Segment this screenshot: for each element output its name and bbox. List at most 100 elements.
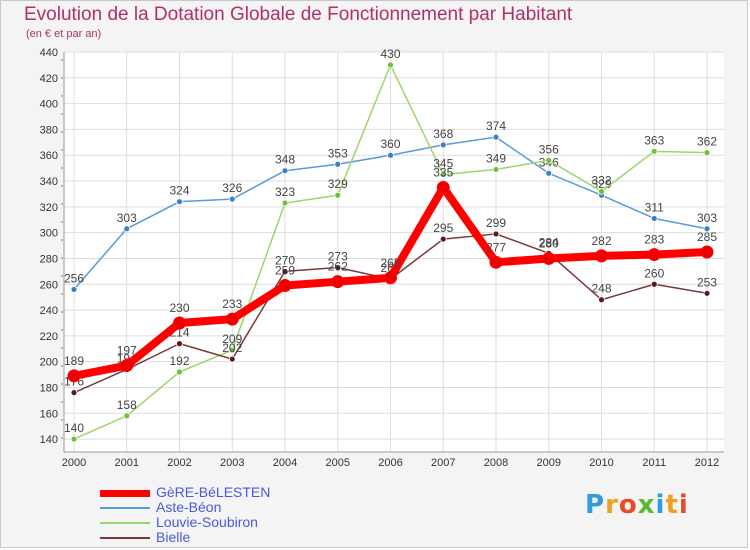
- x-tick-label-2008: 2008: [484, 457, 508, 469]
- data-label-s1-2007: 345: [433, 157, 453, 171]
- y-tick-label-160: 160: [40, 408, 58, 420]
- data-point-s0-2001: [123, 225, 131, 233]
- data-point-s2-2012: [703, 289, 711, 297]
- data-point-s1-2009: [545, 156, 553, 164]
- data-point-s3-2002: [173, 316, 186, 330]
- data-label-s0-2008: 374: [486, 119, 506, 133]
- data-label-s3-2003: 233: [222, 297, 242, 311]
- data-label-s2-2012: 253: [697, 275, 717, 289]
- legend-label-bielle: Bielle: [156, 529, 191, 545]
- data-label-s3-2004: 259: [275, 264, 295, 278]
- data-point-s0-2002: [176, 198, 183, 206]
- data-point-s3-2004: [278, 279, 292, 293]
- x-tick-label-2003: 2003: [220, 457, 244, 469]
- x-tick-label-2010: 2010: [589, 457, 613, 469]
- data-point-s2-2008: [492, 230, 500, 238]
- data-point-s0-2012: [703, 225, 711, 233]
- data-point-s2-2005: [334, 264, 342, 271]
- data-label-s3-2008: 277: [486, 240, 506, 254]
- x-tick-label-2005: 2005: [326, 457, 350, 469]
- data-point-s3-2005: [331, 275, 345, 289]
- data-label-s0-2004: 348: [275, 153, 295, 167]
- data-point-s0-2009: [545, 169, 553, 177]
- data-point-s3-2008: [489, 255, 503, 269]
- logo-letter: P: [585, 490, 606, 520]
- data-point-s2-2004: [281, 267, 289, 275]
- y-tick-label-440: 440: [40, 47, 58, 59]
- legend-label-gere-belesten: GèRE-BéLESTEN: [156, 484, 271, 500]
- data-point-s0-2006: [387, 151, 394, 159]
- data-point-s1-2003: [228, 346, 236, 354]
- y-tick-label-200: 200: [40, 357, 58, 369]
- y-tick-label-360: 360: [40, 150, 58, 162]
- y-tick-label-300: 300: [40, 228, 58, 240]
- legend-label-louvie-soubiron: Louvie-Soubiron: [156, 514, 258, 530]
- legend-swatch-bielle: [100, 537, 150, 539]
- x-tick-label-2006: 2006: [378, 457, 402, 469]
- data-point-s1-2010: [598, 187, 605, 195]
- data-point-s2-2011: [650, 280, 658, 288]
- data-label-s1-2002: 192: [169, 354, 189, 368]
- data-label-s0-2011: 311: [645, 200, 664, 214]
- data-label-s3-2006: 265: [380, 256, 400, 270]
- logo-letter: r: [605, 490, 619, 520]
- data-label-s2-2005: 273: [328, 249, 348, 263]
- data-label-s0-2006: 360: [380, 137, 400, 151]
- data-label-s0-2000: 256: [64, 271, 84, 285]
- data-label-s3-2011: 283: [644, 233, 664, 247]
- data-point-s2-2007: [439, 235, 447, 243]
- data-label-s3-2012: 285: [697, 230, 717, 244]
- data-point-s1-2000: [70, 435, 78, 443]
- logo-letter: t: [665, 490, 679, 520]
- data-point-s1-2006: [387, 61, 394, 69]
- chart-title: Evolution de la Dotation Globale de Fonc…: [24, 4, 573, 25]
- y-tick-label-220: 220: [40, 331, 58, 343]
- data-point-s3-2007: [436, 180, 450, 194]
- data-label-s3-2005: 262: [328, 260, 348, 274]
- data-point-s1-2005: [334, 191, 342, 199]
- data-point-s3-2009: [542, 251, 556, 265]
- data-point-s3-2011: [647, 248, 661, 262]
- data-label-s1-2000: 140: [64, 421, 84, 435]
- y-tick-label-420: 420: [40, 73, 58, 85]
- logo-letter: o: [618, 490, 638, 520]
- data-point-s2-2002: [176, 340, 183, 348]
- y-tick-label-400: 400: [40, 99, 58, 111]
- data-label-s1-2001: 158: [117, 398, 137, 412]
- data-label-s0-2007: 368: [433, 127, 453, 141]
- data-label-s2-2011: 260: [644, 266, 664, 280]
- data-point-s1-2002: [176, 368, 183, 376]
- y-tick-label-380: 380: [40, 124, 58, 136]
- y-tick-label-320: 320: [40, 202, 58, 214]
- data-point-s1-2012: [703, 149, 711, 157]
- data-label-s0-2005: 353: [328, 146, 348, 160]
- x-tick-label-2009: 2009: [537, 457, 561, 469]
- data-point-s1-2007: [439, 171, 447, 178]
- legend-item-aste-beon: Aste-Béon: [100, 499, 360, 515]
- data-point-s3-2010: [595, 249, 608, 263]
- y-tick-label-180: 180: [40, 382, 58, 394]
- data-label-s1-2008: 349: [486, 151, 506, 165]
- x-tick-label-2000: 2000: [62, 457, 86, 469]
- data-point-s0-2003: [228, 195, 236, 203]
- data-point-s0-2011: [650, 215, 658, 222]
- data-label-s2-2007: 295: [433, 221, 453, 235]
- data-point-s3-2012: [700, 245, 714, 259]
- x-tick-label-2002: 2002: [167, 457, 191, 469]
- data-label-s2-2008: 299: [486, 216, 506, 230]
- x-tick-label-2001: 2001: [115, 457, 139, 469]
- y-tick-label-280: 280: [40, 253, 58, 265]
- data-point-s1-2004: [281, 199, 289, 207]
- y-tick-label-260: 260: [40, 279, 58, 291]
- data-label-s1-2006: 430: [380, 47, 400, 61]
- data-point-s3-2003: [225, 312, 239, 326]
- x-tick-label-2012: 2012: [695, 457, 719, 469]
- data-label-s2-2003: 202: [222, 341, 242, 355]
- data-point-s3-2006: [384, 271, 397, 285]
- legend-swatch-gere-belesten: [100, 490, 150, 497]
- proxiti-logo: Proxiti: [585, 490, 689, 520]
- data-label-s3-2001: 197: [117, 344, 137, 358]
- data-label-s1-2009: 356: [539, 142, 559, 156]
- data-point-s3-2000: [67, 369, 81, 383]
